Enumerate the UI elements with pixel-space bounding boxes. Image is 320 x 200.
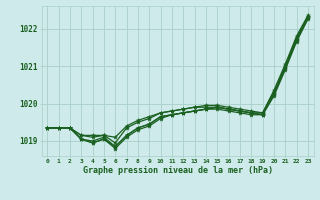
X-axis label: Graphe pression niveau de la mer (hPa): Graphe pression niveau de la mer (hPa) (83, 166, 273, 175)
